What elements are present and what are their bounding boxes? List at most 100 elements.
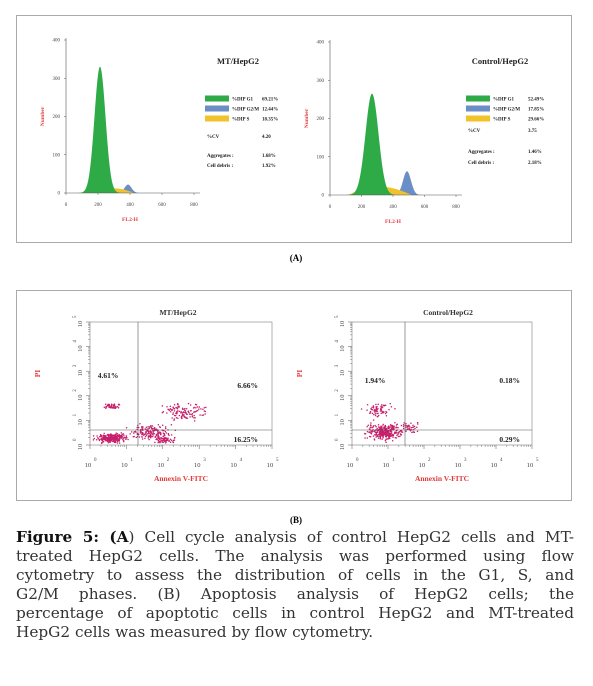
event-dot [377,403,379,405]
y-tick-label: 400 [53,39,61,44]
event-dot [376,412,378,415]
event-dot [368,431,370,434]
event-dot [366,403,369,406]
event-dot [112,406,115,409]
stat-value: 1.46% [528,150,542,155]
event-dot [402,425,405,428]
event-dot [392,434,394,437]
event-dot [147,437,150,439]
event-dot [193,406,195,409]
event-dot [382,423,384,426]
event-dot [170,434,173,436]
event-dot [383,432,386,434]
event-dot [378,433,381,435]
event-dot [126,437,128,439]
legend-swatch [205,105,229,112]
legend-value: 52.49% [528,98,544,103]
y-tick-base: 10 [339,419,346,426]
event-dot [161,439,164,442]
event-dot [378,426,381,429]
x-tick-label: 0 [65,203,68,208]
event-dot [157,441,159,444]
y-tick-label: 0 [58,192,61,197]
event-dot [111,440,114,443]
event-dot [169,441,172,443]
event-dot [187,402,190,405]
event-dot [386,438,388,440]
event-dot [139,432,142,434]
event-dot [155,438,158,440]
event-dot [162,441,164,444]
event-dot [380,435,382,438]
event-dot [118,438,120,441]
event-dot [150,426,153,429]
event-dot [107,441,110,444]
panel-b-frame [16,290,572,501]
event-dot [391,439,394,442]
event-dot [387,430,390,432]
event-dot [394,408,396,410]
event-dot [103,406,106,409]
event-dot [384,427,387,429]
event-dot [417,423,419,425]
caption-text: HepG2 cells was measured by flow cytomet… [16,622,374,641]
event-dot [95,439,98,441]
event-dot [370,424,372,426]
event-dot [174,414,177,417]
y-tick-label: 100 [317,155,325,160]
event-dot [388,431,390,434]
event-dot [183,413,185,416]
event-dot [369,410,372,413]
y-tick-base: 10 [339,444,346,451]
y-tick-exp: 1 [335,413,340,416]
event-dot [384,435,387,438]
event-dot [163,435,165,437]
event-dot [161,424,164,426]
y-tick-exp: 4 [335,340,340,343]
event-dot [407,427,409,429]
event-dot [392,436,394,438]
event-dot [147,435,150,438]
caption-text: ) Cell cycle analysis of control HepG2 c… [128,528,574,546]
event-dot [153,432,156,435]
event-dot [141,436,143,438]
event-dot [416,421,419,424]
event-dot [103,432,105,435]
event-dot [114,434,116,436]
legend-swatch [205,95,229,102]
event-dot [383,433,386,436]
y-tick-base: 10 [77,345,84,352]
event-dot [127,438,129,441]
y-tick-label: 0 [322,194,325,199]
event-dot [110,435,113,438]
event-dot [389,423,392,426]
event-dot [92,435,95,437]
caption: Figure 5: (A) Cell cycle analysis of con… [16,528,574,641]
event-dot [390,435,392,438]
stat-value: 1.68% [262,154,276,159]
event-dot [173,408,176,410]
event-dot [108,404,110,406]
event-dot [135,436,138,439]
event-dot [175,416,178,419]
legend-name: %DIP G1 [232,98,253,103]
event-dot [393,432,396,435]
event-dot [194,417,196,419]
event-dot [370,422,372,424]
event-dot [191,415,194,418]
event-dot [416,426,418,428]
event-dot [372,435,375,437]
event-dot [381,407,383,409]
chart-title: MT/HepG2 [217,56,259,66]
event-dot [397,433,399,436]
y-tick-exp: 1 [73,413,78,416]
event-dot [170,439,173,441]
event-dot [394,421,396,424]
event-dot [145,430,148,432]
chart-title: Control/HepG2 [472,56,529,66]
event-dot [402,423,405,426]
event-dot [158,426,161,428]
event-dot [176,407,178,409]
x-tick-base: 10 [527,462,534,469]
event-dot [388,427,390,429]
